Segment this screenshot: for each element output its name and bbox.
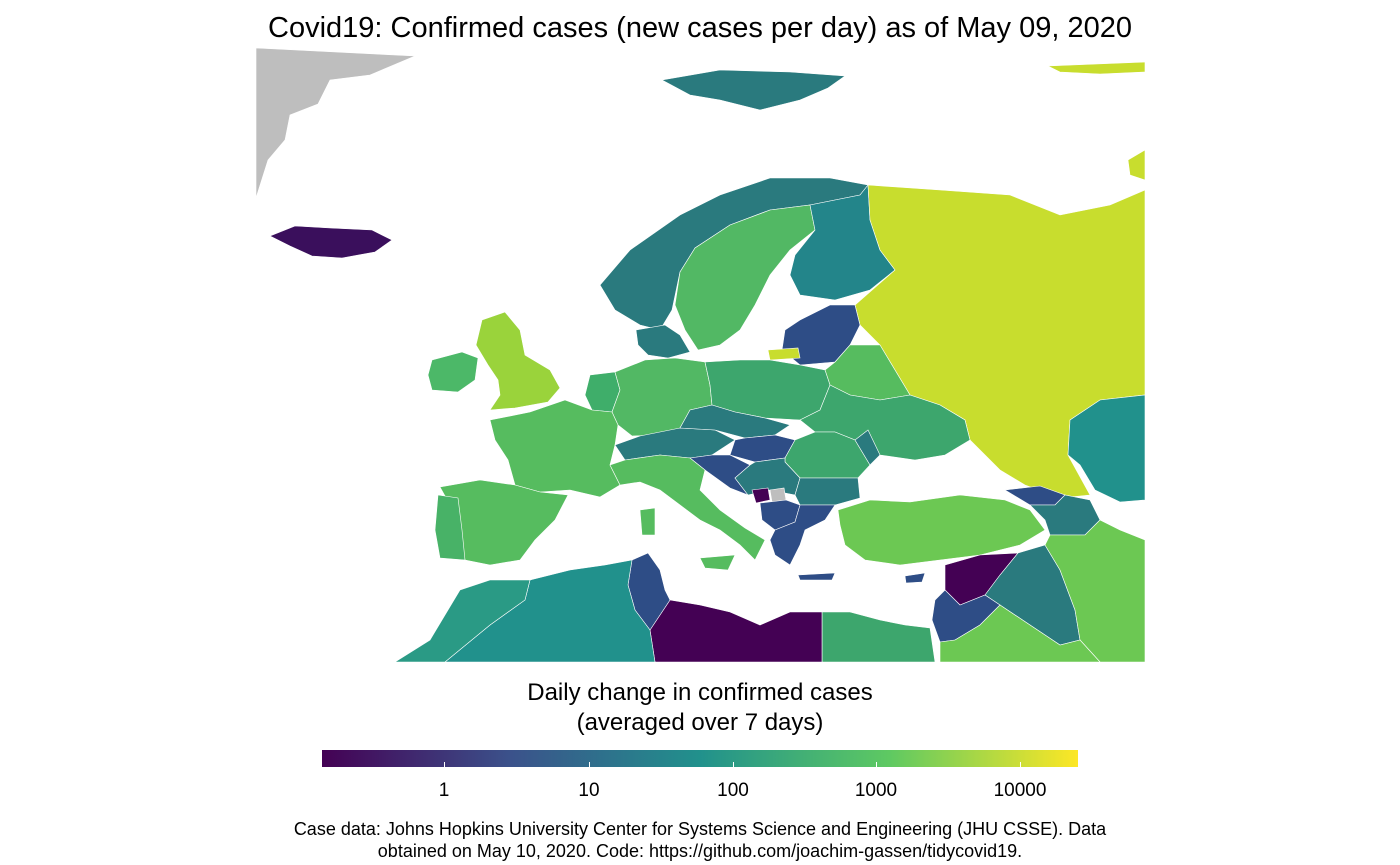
region-kaliningrad [767,347,801,361]
legend-tick-mark-1000 [876,762,877,767]
region-montenegro [751,487,771,504]
region-bulgaria [794,477,861,506]
region-czechia-slovakia [679,404,791,439]
region-kosovo [769,487,787,503]
region-morocco [393,579,531,663]
region-iceland [269,225,393,259]
region-italy [609,454,766,561]
region-libya [649,599,823,663]
legend-tick-label-100: 100 [717,780,749,801]
legend-tick-label-1000: 1000 [854,780,898,801]
region-svalbard [661,69,846,111]
source-caption: Case data: Johns Hopkins University Cent… [0,818,1400,862]
region-sicily [699,554,736,571]
region-arctic-russia [1047,61,1146,75]
region-sardinia [639,507,656,536]
legend-title: Daily change in confirmed cases (average… [0,678,1400,738]
region-greenland [255,47,416,199]
region-kazakhstan [1067,394,1146,503]
region-greece [769,504,836,566]
legend-title-line1: Daily change in confirmed cases [527,679,873,706]
region-moldova [854,429,881,466]
legend-tick-label-10: 10 [578,780,600,801]
legend-tick-label-10000: 10000 [993,780,1047,801]
region-uk [475,311,561,411]
caption-line1: Case data: Johns Hopkins University Cent… [293,819,1107,839]
region-denmark [635,324,691,359]
legend-tick-mark-1 [444,762,445,767]
legend-colorbar [322,750,1078,767]
caption-line2: obtained on May 10, 2020. Code: https://… [377,841,1023,861]
region-saudi-arabia [939,604,1101,663]
region-sweden [674,204,816,351]
region-france [489,399,621,498]
region-russia-ne [1127,149,1146,181]
legend-title-line2: (averaged over 7 days) [576,709,824,736]
map-title: Covid19: Confirmed cases (new cases per … [268,12,1132,44]
region-iran [1044,519,1146,663]
region-portugal [434,494,466,561]
region-ireland [427,351,479,393]
legend-tick-mark-10 [589,762,590,767]
region-turkey [837,494,1046,566]
region-crete [797,572,836,581]
legend-tick-mark-100 [733,762,734,767]
legend-tick-label-1: 1 [438,780,450,801]
legend-tick-mark-10000 [1020,762,1021,767]
region-cyprus [904,572,926,584]
region-egypt [821,611,936,663]
